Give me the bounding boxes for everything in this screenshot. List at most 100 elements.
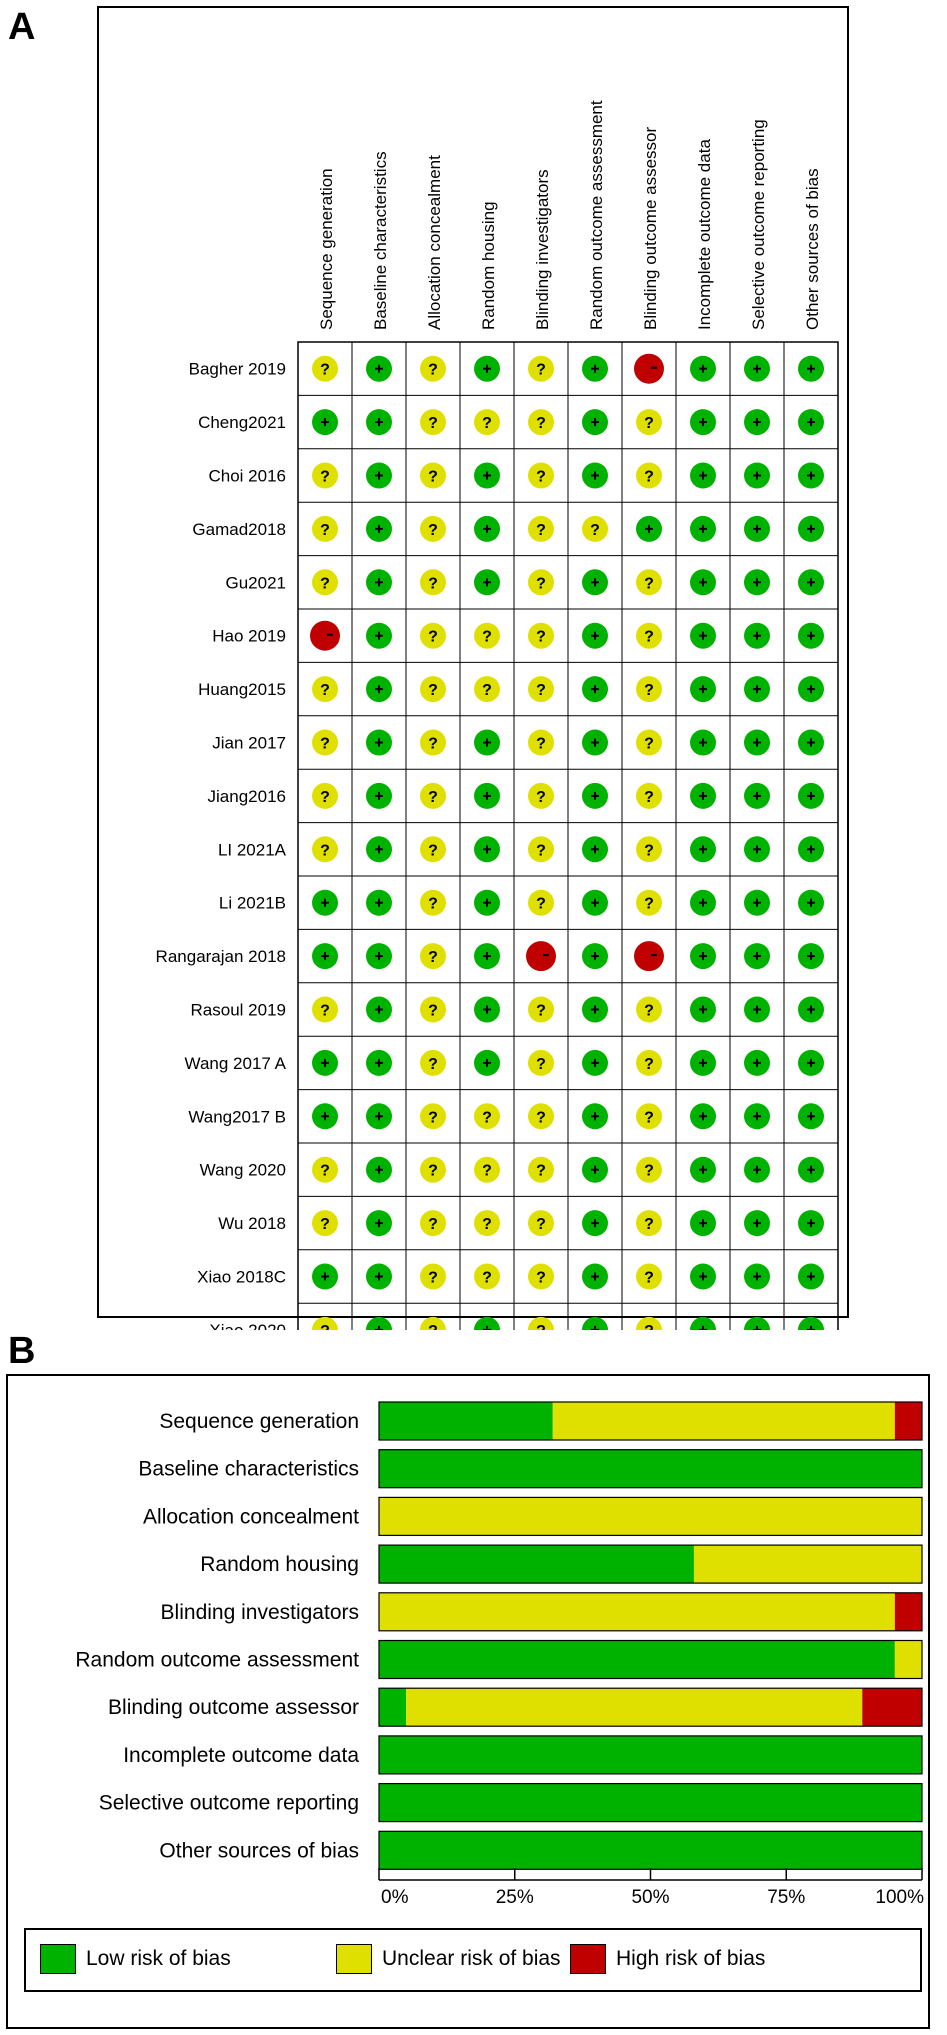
bar-segment-blinding-outcome-assessor-high-risk-of-bias bbox=[862, 1688, 922, 1727]
question-icon: ? bbox=[428, 1163, 438, 1180]
rating-mark-huang2015-6 bbox=[582, 676, 608, 703]
question-icon: ? bbox=[644, 789, 654, 806]
rating-mark-xiao-2020-1: ? bbox=[312, 1316, 338, 1330]
rating-mark-choi-2016-3: ? bbox=[420, 462, 446, 489]
question-icon: ? bbox=[428, 682, 438, 699]
question-icon: ? bbox=[536, 1163, 546, 1180]
rating-circle bbox=[636, 409, 662, 436]
rating-circle bbox=[636, 889, 662, 916]
study-label-choi-2016: Choi 2016 bbox=[208, 467, 286, 486]
rating-circle bbox=[420, 1316, 446, 1330]
rating-circle bbox=[528, 676, 554, 703]
question-icon: ? bbox=[644, 469, 654, 486]
question-icon: ? bbox=[320, 736, 330, 753]
rating-mark-li-2021b-6 bbox=[582, 889, 608, 916]
rating-mark-wang2017-b-2 bbox=[366, 1103, 392, 1130]
rating-mark-bagher-2019-3: ? bbox=[420, 355, 446, 382]
rating-mark-jian-2017-7: ? bbox=[636, 729, 662, 756]
rating-mark-hao-2019-6 bbox=[582, 622, 608, 649]
rating-mark-jiang2016-3: ? bbox=[420, 782, 446, 809]
question-icon: ? bbox=[644, 415, 654, 432]
rating-circle bbox=[312, 676, 338, 703]
rating-circle bbox=[420, 1210, 446, 1237]
rating-circle bbox=[312, 996, 338, 1023]
rating-mark-wang2017-b-8 bbox=[690, 1103, 716, 1130]
rating-mark-wang-2017-a-3: ? bbox=[420, 1049, 446, 1076]
category-label-random-housing: Random housing bbox=[200, 1553, 359, 1576]
question-icon: ? bbox=[536, 1216, 546, 1233]
rating-circle bbox=[636, 462, 662, 489]
rating-circle bbox=[420, 1103, 446, 1130]
rating-mark-cheng2021-7: ? bbox=[636, 409, 662, 436]
question-icon: ? bbox=[320, 469, 330, 486]
rating-mark-rasoul-2019-5: ? bbox=[528, 996, 554, 1023]
rating-mark-gamad2018-6: ? bbox=[582, 515, 608, 542]
rating-circle bbox=[636, 622, 662, 649]
legend-label-high: High risk of bias bbox=[616, 1947, 766, 1970]
rating-circle bbox=[634, 941, 664, 972]
rating-mark-cheng2021-1 bbox=[312, 409, 338, 436]
rating-circle bbox=[420, 1049, 446, 1076]
rating-mark-rasoul-2019-2 bbox=[366, 996, 392, 1023]
column-header-allocation-concealment: Allocation concealment bbox=[425, 155, 444, 330]
question-icon: ? bbox=[428, 1003, 438, 1020]
rating-mark-wang2017-b-1 bbox=[312, 1103, 338, 1130]
rating-circle bbox=[528, 782, 554, 809]
question-icon: ? bbox=[320, 522, 330, 539]
rating-mark-jian-2017-10 bbox=[798, 729, 824, 756]
rating-mark-wu-2018-2 bbox=[366, 1210, 392, 1237]
bar-outline-allocation-concealment bbox=[378, 1496, 923, 1537]
bar-segment-random-housing-low-risk-of-bias bbox=[379, 1545, 694, 1584]
rating-mark-xiao-2020-8 bbox=[690, 1316, 716, 1330]
rating-mark-wang-2020-2 bbox=[366, 1156, 392, 1183]
rating-mark-jian-2017-6 bbox=[582, 729, 608, 756]
category-label-selective-outcome-reporting: Selective outcome reporting bbox=[99, 1792, 359, 1815]
rating-mark-jiang2016-7: ? bbox=[636, 782, 662, 809]
study-label-wu-2018: Wu 2018 bbox=[218, 1214, 286, 1233]
question-icon: ? bbox=[482, 682, 492, 699]
question-icon: ? bbox=[536, 362, 546, 379]
rating-mark-huang2015-2 bbox=[366, 676, 392, 703]
rating-circle bbox=[528, 462, 554, 489]
rating-mark-xiao-2020-6 bbox=[582, 1316, 608, 1330]
rating-mark-rasoul-2019-3: ? bbox=[420, 996, 446, 1023]
rating-mark-jiang2016-6 bbox=[582, 782, 608, 809]
study-label-hao-2019: Hao 2019 bbox=[212, 627, 286, 646]
question-icon: ? bbox=[536, 842, 546, 859]
study-label-rangarajan-2018: Rangarajan 2018 bbox=[156, 947, 286, 966]
rating-circle bbox=[528, 622, 554, 649]
rating-mark-gamad2018-4 bbox=[474, 515, 500, 542]
rating-mark-choi-2016-8 bbox=[690, 462, 716, 489]
rating-mark-wang2017-b-3: ? bbox=[420, 1103, 446, 1130]
rating-mark-rasoul-2019-1: ? bbox=[312, 996, 338, 1023]
rating-circle bbox=[312, 355, 338, 382]
rating-mark-li-2021b-8 bbox=[690, 889, 716, 916]
panel-label-b: B bbox=[8, 1330, 36, 1372]
rating-mark-wang-2020-6 bbox=[582, 1156, 608, 1183]
question-icon: ? bbox=[536, 736, 546, 753]
rating-mark-wang-2020-3: ? bbox=[420, 1156, 446, 1183]
column-header-baseline-characteristics: Baseline characteristics bbox=[371, 151, 390, 330]
rating-circle bbox=[312, 515, 338, 542]
rating-mark-hao-2019-10 bbox=[798, 622, 824, 649]
rating-mark-jian-2017-9 bbox=[744, 729, 770, 756]
question-icon: ? bbox=[428, 1056, 438, 1073]
rating-mark-wu-2018-9 bbox=[744, 1210, 770, 1237]
rating-mark-bagher-2019-5: ? bbox=[528, 355, 554, 382]
rating-circle bbox=[420, 729, 446, 756]
question-icon: ? bbox=[536, 1056, 546, 1073]
rating-mark-li-2021b-3: ? bbox=[420, 889, 446, 916]
bar-segment-other-sources-of-bias-low-risk-of-bias bbox=[379, 1831, 922, 1870]
rating-mark-gamad2018-1: ? bbox=[312, 515, 338, 542]
question-icon: ? bbox=[536, 682, 546, 699]
rating-circle bbox=[420, 836, 446, 863]
rating-circle bbox=[528, 1156, 554, 1183]
rating-mark-rangarajan-2018-6 bbox=[582, 943, 608, 970]
rating-circle bbox=[420, 355, 446, 382]
rating-circle bbox=[528, 1103, 554, 1130]
question-icon: ? bbox=[428, 896, 438, 913]
category-label-random-outcome-assessment: Random outcome assessment bbox=[75, 1649, 359, 1672]
rating-mark-wang-2017-a-2 bbox=[366, 1049, 392, 1076]
question-icon: ? bbox=[644, 575, 654, 592]
rating-mark-xiao-2018c-6 bbox=[582, 1263, 608, 1290]
